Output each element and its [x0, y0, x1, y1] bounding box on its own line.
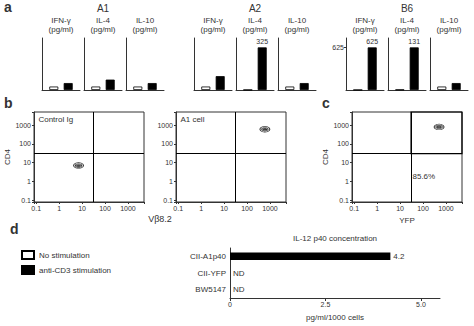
svg-text:0.1: 0.1 — [21, 197, 31, 204]
svg-text:1: 1 — [345, 178, 349, 185]
svg-text:b: b — [4, 95, 13, 111]
svg-text:1000: 1000 — [15, 122, 31, 129]
svg-text:a: a — [4, 0, 12, 15]
svg-text:IFN-γ: IFN-γ — [51, 16, 71, 25]
svg-text:(pg/ml): (pg/ml) — [133, 25, 158, 34]
svg-text:BW5147: BW5147 — [195, 285, 226, 294]
svg-text:10: 10 — [78, 205, 86, 212]
svg-text:No stimulation: No stimulation — [39, 251, 90, 260]
svg-text:2.5: 2.5 — [321, 301, 331, 308]
svg-text:IL-12 p40 concentration: IL-12 p40 concentration — [293, 234, 377, 243]
svg-text:CII-YFP: CII-YFP — [198, 269, 226, 278]
svg-text:0: 0 — [228, 301, 232, 308]
svg-text:CD4: CD4 — [3, 148, 12, 165]
svg-text:10: 10 — [220, 205, 228, 212]
svg-text:1000: 1000 — [333, 122, 349, 129]
svg-text:(pg/ml): (pg/ml) — [91, 25, 116, 34]
svg-text:A1 cell: A1 cell — [180, 115, 204, 124]
svg-text:625: 625 — [332, 44, 344, 51]
svg-text:Vβ8.2: Vβ8.2 — [148, 214, 172, 224]
svg-text:325: 325 — [256, 38, 268, 45]
svg-text:1: 1 — [199, 205, 203, 212]
svg-text:YFP: YFP — [399, 216, 415, 225]
svg-text:1000: 1000 — [120, 205, 136, 212]
svg-text:10: 10 — [23, 159, 31, 166]
svg-text:1000: 1000 — [157, 122, 173, 129]
svg-text:10: 10 — [165, 159, 173, 166]
svg-text:ND: ND — [233, 285, 245, 294]
svg-text:(pg/ml): (pg/ml) — [285, 25, 310, 34]
svg-text:1: 1 — [27, 178, 31, 185]
svg-text:IL-4: IL-4 — [96, 16, 110, 25]
svg-text:A1: A1 — [97, 3, 110, 14]
svg-text:(pg/ml): (pg/ml) — [395, 25, 420, 34]
svg-text:1: 1 — [375, 205, 379, 212]
svg-text:100: 100 — [417, 205, 429, 212]
svg-text:d: d — [10, 221, 19, 237]
svg-text:IL-10: IL-10 — [136, 16, 155, 25]
svg-text:(pg/ml): (pg/ml) — [353, 25, 378, 34]
svg-text:625: 625 — [366, 38, 378, 45]
svg-text:0.1: 0.1 — [31, 205, 41, 212]
svg-text:IL-10: IL-10 — [440, 16, 459, 25]
svg-text:IFN-γ: IFN-γ — [203, 16, 223, 25]
svg-text:100: 100 — [161, 140, 173, 147]
svg-text:4.2: 4.2 — [393, 252, 405, 261]
svg-text:Control Ig: Control Ig — [38, 115, 73, 124]
svg-text:IL-4: IL-4 — [400, 16, 414, 25]
svg-text:131: 131 — [408, 38, 420, 45]
svg-text:0.1: 0.1 — [349, 205, 359, 212]
svg-text:(pg/ml): (pg/ml) — [437, 25, 462, 34]
svg-text:CD4: CD4 — [321, 148, 330, 165]
svg-text:1: 1 — [57, 205, 61, 212]
svg-text:0.1: 0.1 — [339, 197, 349, 204]
svg-text:0.1: 0.1 — [163, 197, 173, 204]
svg-text:(pg/ml): (pg/ml) — [201, 25, 226, 34]
svg-text:10: 10 — [341, 159, 349, 166]
svg-text:IL-10: IL-10 — [288, 16, 307, 25]
svg-text:0.1: 0.1 — [173, 205, 183, 212]
svg-text:10: 10 — [396, 205, 404, 212]
svg-text:B6: B6 — [401, 3, 414, 14]
svg-text:5.0: 5.0 — [416, 301, 426, 308]
svg-text:A2: A2 — [249, 3, 262, 14]
svg-text:ND: ND — [233, 269, 245, 278]
svg-text:c: c — [322, 95, 330, 111]
svg-text:CII-A1p40: CII-A1p40 — [190, 252, 227, 261]
svg-text:IL-4: IL-4 — [248, 16, 262, 25]
svg-text:(pg/ml): (pg/ml) — [243, 25, 268, 34]
svg-text:100: 100 — [241, 205, 253, 212]
svg-text:pg/ml/1000 cells: pg/ml/1000 cells — [306, 313, 364, 322]
svg-text:(pg/ml): (pg/ml) — [49, 25, 74, 34]
svg-text:1: 1 — [169, 178, 173, 185]
svg-text:100: 100 — [337, 140, 349, 147]
svg-text:100: 100 — [99, 205, 111, 212]
svg-text:1000: 1000 — [438, 205, 454, 212]
svg-text:anti-CD3 stimulation: anti-CD3 stimulation — [39, 266, 111, 275]
svg-text:100: 100 — [19, 140, 31, 147]
svg-text:1000: 1000 — [262, 205, 278, 212]
svg-text:85.6%: 85.6% — [413, 172, 436, 181]
svg-text:IFN-γ: IFN-γ — [355, 16, 375, 25]
